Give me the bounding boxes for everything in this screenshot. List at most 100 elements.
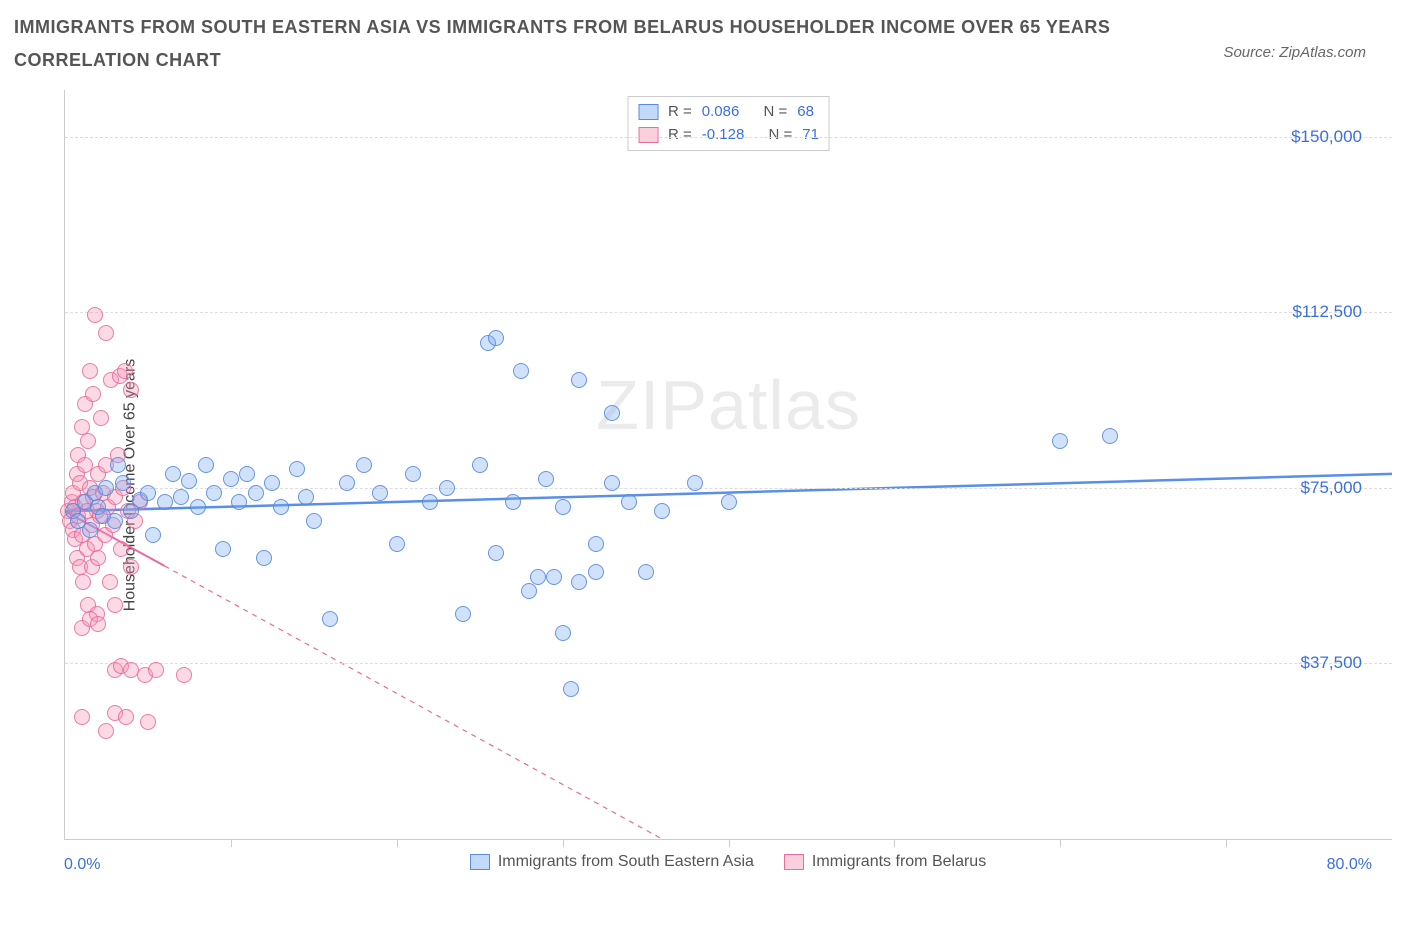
data-point	[273, 499, 289, 515]
data-point	[488, 545, 504, 561]
data-point	[215, 541, 231, 557]
r-label: R =	[668, 101, 692, 124]
x-min-label: 0.0%	[64, 856, 100, 874]
watermark-b: atlas	[708, 366, 861, 444]
data-point	[140, 714, 156, 730]
data-point	[102, 574, 118, 590]
data-point	[107, 513, 123, 529]
data-point	[98, 480, 114, 496]
swatch-blue-icon	[638, 104, 658, 120]
data-point	[356, 457, 372, 473]
data-point	[74, 709, 90, 725]
data-point	[98, 325, 114, 341]
data-point	[588, 536, 604, 552]
y-tick-label: $37,500	[1301, 653, 1362, 673]
title-line-1: IMMIGRANTS FROM SOUTH EASTERN ASIA VS IM…	[14, 14, 1392, 41]
data-point	[90, 616, 106, 632]
data-point	[82, 522, 98, 538]
data-point	[1052, 433, 1068, 449]
data-point	[98, 723, 114, 739]
swatch-pink-icon	[784, 854, 804, 870]
legend-label-blue: Immigrants from South Eastern Asia	[498, 853, 754, 871]
data-point	[322, 611, 338, 627]
data-point	[223, 471, 239, 487]
data-point	[157, 494, 173, 510]
legend-label-pink: Immigrants from Belarus	[812, 853, 986, 871]
title-line-2: CORRELATION CHART	[14, 47, 1392, 74]
title-block: IMMIGRANTS FROM SOUTH EASTERN ASIA VS IM…	[14, 14, 1392, 74]
data-point	[505, 494, 521, 510]
r-value-blue: 0.086	[702, 101, 740, 124]
data-point	[231, 494, 247, 510]
r-label: R =	[668, 124, 692, 147]
data-point	[389, 536, 405, 552]
data-point	[472, 457, 488, 473]
data-point	[239, 466, 255, 482]
data-point	[176, 667, 192, 683]
data-point	[206, 485, 222, 501]
data-point	[289, 461, 305, 477]
data-point	[145, 527, 161, 543]
data-point	[621, 494, 637, 510]
data-point	[264, 475, 280, 491]
data-point	[604, 405, 620, 421]
gridline	[65, 488, 1392, 489]
legend-item-blue: Immigrants from South Eastern Asia	[470, 853, 754, 871]
data-point	[110, 457, 126, 473]
gridline	[65, 663, 1392, 664]
data-point	[422, 494, 438, 510]
data-point	[513, 363, 529, 379]
y-tick-label: $150,000	[1291, 127, 1362, 147]
data-point	[82, 363, 98, 379]
data-point	[654, 503, 670, 519]
data-point	[555, 499, 571, 515]
data-point	[123, 559, 139, 575]
legend-item-pink: Immigrants from Belarus	[784, 853, 986, 871]
data-point	[248, 485, 264, 501]
data-point	[405, 466, 421, 482]
n-value-blue: 68	[797, 101, 814, 124]
data-point	[339, 475, 355, 491]
n-label: N =	[769, 124, 793, 147]
data-point	[638, 564, 654, 580]
stats-row-pink: R = -0.128 N = 71	[638, 124, 819, 147]
data-point	[115, 475, 131, 491]
data-point	[148, 662, 164, 678]
chart: Householder Income Over 65 years ZIPatla…	[14, 90, 1392, 880]
data-point	[190, 499, 206, 515]
y-tick-label: $112,500	[1292, 302, 1362, 322]
data-point	[1102, 428, 1118, 444]
plot-area: ZIPatlas R = 0.086 N = 68 R = -0.128 N =…	[64, 90, 1392, 840]
data-point	[455, 606, 471, 622]
stats-legend: R = 0.086 N = 68 R = -0.128 N = 71	[627, 96, 830, 151]
bottom-legend: 0.0% Immigrants from South Eastern Asia …	[64, 842, 1392, 882]
data-point	[165, 466, 181, 482]
data-point	[555, 625, 571, 641]
data-point	[90, 550, 106, 566]
stats-row-blue: R = 0.086 N = 68	[638, 101, 819, 124]
data-point	[85, 386, 101, 402]
source-label: Source: ZipAtlas.com	[1223, 44, 1366, 61]
data-point	[571, 372, 587, 388]
trend-lines	[65, 90, 1392, 839]
data-point	[721, 494, 737, 510]
swatch-blue-icon	[470, 854, 490, 870]
x-max-label: 80.0%	[1327, 856, 1372, 874]
data-point	[93, 410, 109, 426]
swatch-pink-icon	[638, 127, 658, 143]
gridline	[65, 137, 1392, 138]
data-point	[140, 485, 156, 501]
data-point	[181, 473, 197, 489]
data-point	[118, 709, 134, 725]
data-point	[488, 330, 504, 346]
data-point	[123, 382, 139, 398]
data-point	[571, 574, 587, 590]
gridline	[65, 312, 1392, 313]
data-point	[298, 489, 314, 505]
data-point	[538, 471, 554, 487]
n-value-pink: 71	[802, 124, 819, 147]
data-point	[80, 433, 96, 449]
r-value-pink: -0.128	[702, 124, 745, 147]
data-point	[588, 564, 604, 580]
watermark: ZIPatlas	[596, 365, 861, 445]
